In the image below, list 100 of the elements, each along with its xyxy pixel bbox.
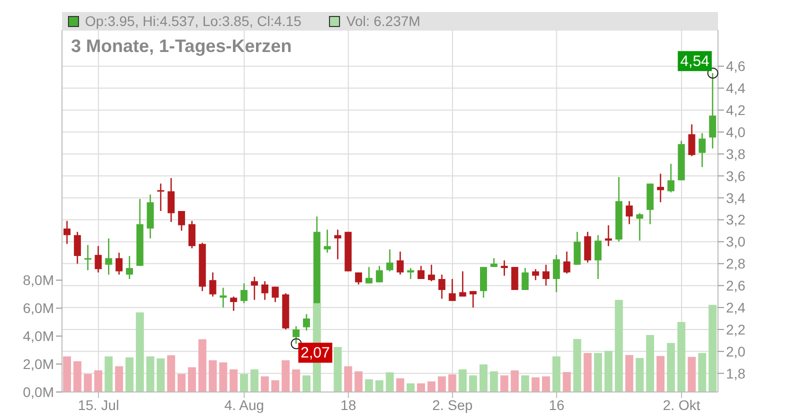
candlestick (126, 255, 133, 280)
bar (104, 356, 113, 392)
bar (666, 342, 675, 392)
candlestick (418, 265, 425, 280)
candlestick (386, 248, 394, 272)
bar (646, 334, 654, 392)
bar (532, 377, 540, 392)
y2-tick-label: 2,4 (726, 300, 746, 316)
bar (250, 369, 258, 392)
y2-tick-label: 4,4 (726, 80, 746, 96)
candlestick (459, 270, 466, 298)
bar (500, 375, 508, 392)
y2-tick-label: 1,8 (726, 365, 746, 382)
y2-tick-label: 4,2 (726, 102, 746, 118)
candlestick (292, 326, 300, 344)
y2-tick-label: 2,0 (726, 343, 746, 360)
bar (198, 339, 206, 392)
bar (406, 383, 415, 392)
bar (302, 375, 310, 392)
x-tick-label: 2. Okt (662, 396, 700, 413)
bar (125, 357, 134, 392)
bar (178, 374, 186, 392)
bar (240, 374, 248, 392)
candlestick (105, 238, 112, 276)
bar (146, 356, 154, 392)
bar (156, 358, 165, 392)
candlestick (334, 229, 342, 260)
annotation: 4,54 (680, 53, 710, 70)
bar (115, 366, 124, 392)
candlestick (552, 254, 560, 293)
bar (167, 355, 176, 392)
bar (469, 375, 478, 392)
annotation: 2,07 (300, 344, 330, 362)
bar (282, 360, 290, 392)
candlestick (522, 267, 529, 291)
bar (458, 369, 467, 392)
bar (208, 360, 217, 392)
y2-tick-label: 3,2 (726, 212, 746, 228)
bar (573, 339, 582, 392)
y2-tick-label: 4,0 (726, 124, 746, 140)
bar (604, 350, 612, 392)
candlestick (563, 250, 570, 274)
x-tick-label: 4. Aug (224, 396, 264, 413)
candlestick (636, 212, 644, 242)
candlestick (574, 231, 581, 266)
y2-tick-label: 2,8 (726, 256, 746, 272)
candlestick (355, 272, 362, 286)
bar (84, 374, 92, 392)
candlestick (438, 274, 446, 300)
candlestick (407, 267, 414, 280)
bar (552, 356, 560, 392)
bar (510, 370, 519, 392)
bar (63, 356, 71, 392)
candlestick (188, 220, 196, 249)
bar (480, 364, 488, 392)
candlestick (365, 266, 372, 284)
chart-title: 3 Monate, 1-Tages-Kerzen (71, 36, 292, 57)
x-tick-label: 2. Sep (432, 396, 473, 413)
bar (438, 376, 446, 392)
candlestick (698, 132, 706, 168)
candlestick (500, 260, 508, 276)
candlestick (240, 282, 248, 304)
candlestick (302, 313, 310, 332)
candlestick (157, 182, 164, 212)
x-tick-label: 15. Jul (78, 396, 120, 413)
candlestick (209, 272, 216, 298)
candlestick (84, 244, 92, 271)
candlestick (709, 72, 716, 150)
candlestick (74, 231, 81, 264)
candlestick (116, 252, 123, 276)
candlestick (168, 177, 175, 223)
candlestick (667, 163, 674, 193)
candlestick (220, 287, 227, 308)
candlestick (448, 278, 456, 302)
y-tick-label: 4,0M (22, 328, 54, 344)
candlestick (324, 229, 331, 254)
candlestick (230, 296, 238, 312)
bar (594, 353, 602, 392)
y2-tick-label: 3,4 (726, 190, 746, 206)
bar (260, 376, 269, 392)
x-tick-label: 18 (340, 396, 356, 413)
bar (521, 375, 530, 392)
bar (292, 369, 300, 392)
bar (584, 353, 592, 392)
y2-tick-label: 3,6 (726, 168, 746, 184)
bar (386, 372, 394, 392)
candlestick (626, 200, 633, 225)
bar (364, 379, 373, 392)
candlestick (532, 268, 540, 281)
y2-tick-label: 2,6 (726, 278, 746, 294)
bar (396, 378, 404, 392)
bar (136, 312, 144, 392)
bar (688, 356, 696, 392)
bar (448, 374, 456, 392)
bar (73, 361, 82, 392)
bar (94, 370, 102, 392)
y-tick-label: 0,0M (22, 384, 54, 400)
candlestick (94, 245, 102, 274)
candlestick (250, 276, 258, 301)
y2-tick-label: 3,0 (726, 234, 746, 250)
